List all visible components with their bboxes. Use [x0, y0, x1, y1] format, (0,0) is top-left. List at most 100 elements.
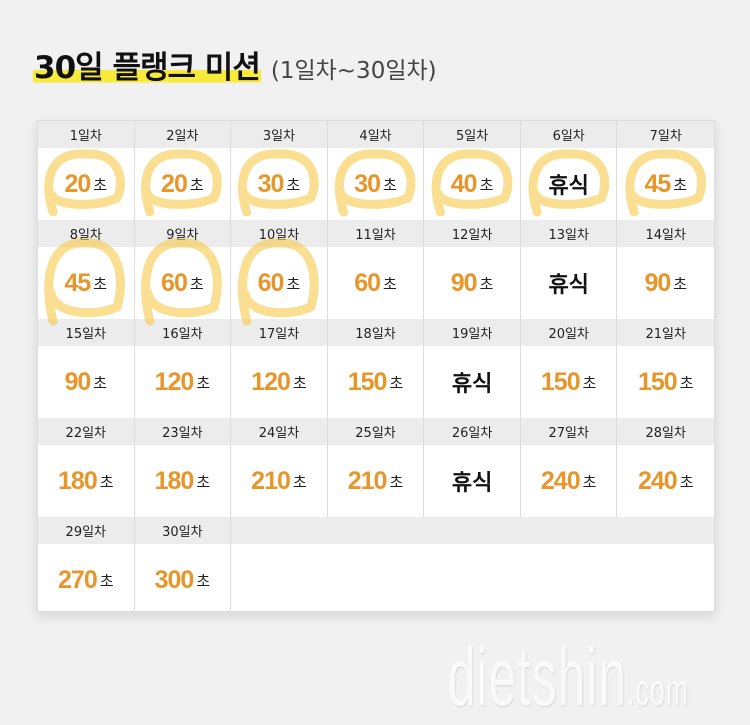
seconds-unit: 초	[292, 472, 307, 491]
seconds-unit: 초	[292, 373, 307, 392]
day-value: 270 초	[38, 544, 134, 616]
title-sub: (1일차~30일차)	[270, 58, 437, 84]
day-value: 240 초	[617, 445, 714, 517]
day-cell: 17일차 120 초	[231, 319, 328, 418]
seconds-unit: 초	[389, 472, 404, 491]
seconds-value: 20	[161, 169, 188, 198]
empty-head	[327, 517, 425, 544]
seconds-value: 45	[644, 169, 671, 198]
seconds-unit: 초	[383, 274, 397, 293]
watermark: dietshin.com	[448, 632, 690, 723]
day-value: 300 초	[135, 544, 231, 616]
day-value: 180 초	[135, 445, 231, 517]
seconds-unit: 초	[99, 472, 114, 491]
table-row: 29일차 270 초 30일차 300 초	[38, 517, 715, 616]
seconds-value: 90	[644, 268, 671, 297]
empty-head	[617, 517, 715, 544]
seconds-value: 60	[354, 268, 381, 297]
seconds-value: 30	[257, 169, 285, 198]
day-cell: 7일차 45 초	[617, 121, 715, 220]
day-label: 4일차	[327, 121, 424, 148]
rest-day: 휴식	[451, 372, 493, 397]
seconds-unit: 초	[93, 274, 108, 293]
day-value: 210 초	[231, 445, 327, 517]
day-label: 6일차	[520, 121, 617, 148]
day-cell: 29일차 270 초	[38, 517, 135, 616]
day-label: 25일차	[327, 418, 424, 445]
day-cell: 23일차 180 초	[134, 418, 232, 517]
table-row: 1일차 20 초 2일차 20 초 3일차 30 초 4일차 30 초 5일차 40 초 6일차 휴식 7일차 45…	[38, 121, 715, 220]
seconds-unit: 초	[93, 373, 108, 392]
day-cell: 10일차 60 초	[231, 220, 328, 319]
day-value: 20 초	[38, 148, 134, 220]
seconds-unit: 초	[99, 571, 114, 590]
day-cell: 5일차 40 초	[424, 121, 521, 220]
seconds-value: 210	[251, 466, 291, 495]
empty-head	[424, 517, 521, 544]
day-cell: 27일차 240 초	[520, 418, 618, 517]
day-label: 29일차	[38, 517, 134, 544]
day-value: 180 초	[38, 445, 134, 517]
day-label: 13일차	[520, 220, 617, 247]
day-cell: 21일차 150 초	[617, 319, 715, 418]
rest-day: 휴식	[451, 471, 493, 496]
day-value: 90 초	[617, 247, 714, 319]
seconds-value: 210	[347, 466, 388, 495]
table-row: 8일차 45 초 9일차 60 초 10일차 60 초 11일차 60 초 12일차 90 초 13일차 휴식 1…	[38, 220, 715, 319]
day-label: 10일차	[231, 220, 327, 247]
seconds-value: 20	[64, 169, 91, 198]
day-label: 18일차	[327, 319, 424, 346]
seconds-unit: 초	[286, 274, 301, 293]
empty-cell	[617, 517, 715, 616]
seconds-unit: 초	[189, 175, 204, 194]
seconds-unit: 초	[383, 175, 397, 194]
day-label: 11일차	[327, 220, 424, 247]
day-cell: 11일차 60 초	[327, 220, 425, 319]
day-label: 26일차	[424, 418, 520, 445]
seconds-value: 60	[161, 268, 188, 297]
day-value: 120 초	[135, 346, 231, 418]
seconds-value: 180	[154, 466, 195, 495]
day-cell: 30일차 300 초	[134, 517, 232, 616]
day-label: 21일차	[617, 319, 715, 346]
seconds-value: 300	[154, 565, 195, 594]
day-cell: 18일차 150 초	[327, 319, 425, 418]
day-label: 28일차	[617, 418, 715, 445]
day-value: 210 초	[328, 445, 424, 517]
day-label: 20일차	[520, 319, 617, 346]
seconds-unit: 초	[389, 373, 404, 392]
day-label: 16일차	[134, 319, 231, 346]
schedule-grid: 1일차 20 초 2일차 20 초 3일차 30 초 4일차 30 초 5일차 40 초 6일차 휴식 7일차 45…	[38, 121, 715, 616]
day-value: 150 초	[521, 346, 617, 418]
seconds-value: 240	[540, 466, 581, 495]
seconds-value: 150	[347, 367, 388, 396]
day-cell: 14일차 90 초	[617, 220, 715, 319]
seconds-value: 45	[64, 268, 91, 297]
title-main: 30일 플랭크 미션	[33, 42, 261, 87]
day-cell: 13일차 휴식	[520, 220, 618, 319]
plank-schedule-table: 1일차 20 초 2일차 20 초 3일차 30 초 4일차 30 초 5일차 40 초 6일차 휴식 7일차 45…	[37, 120, 715, 723]
day-cell: 12일차 90 초	[424, 220, 521, 319]
seconds-value: 90	[450, 268, 478, 297]
day-value: 90 초	[38, 346, 134, 418]
seconds-value: 60	[257, 268, 285, 297]
day-label: 8일차	[38, 220, 134, 247]
day-value: 휴식	[424, 445, 520, 517]
seconds-value: 240	[637, 466, 678, 495]
day-label: 17일차	[231, 319, 327, 346]
empty-cell	[327, 517, 425, 616]
day-label: 22일차	[38, 418, 134, 445]
day-label: 9일차	[134, 220, 231, 247]
day-value: 30 초	[328, 148, 424, 220]
day-cell: 8일차 45 초	[38, 220, 135, 319]
day-value: 120 초	[231, 346, 327, 418]
rest-day: 휴식	[548, 174, 589, 199]
day-value: 휴식	[424, 346, 520, 418]
seconds-value: 150	[540, 367, 581, 396]
seconds-unit: 초	[673, 274, 688, 293]
day-label: 19일차	[424, 319, 520, 346]
seconds-unit: 초	[196, 373, 211, 392]
seconds-unit: 초	[196, 472, 211, 491]
day-cell: 22일차 180 초	[38, 418, 135, 517]
